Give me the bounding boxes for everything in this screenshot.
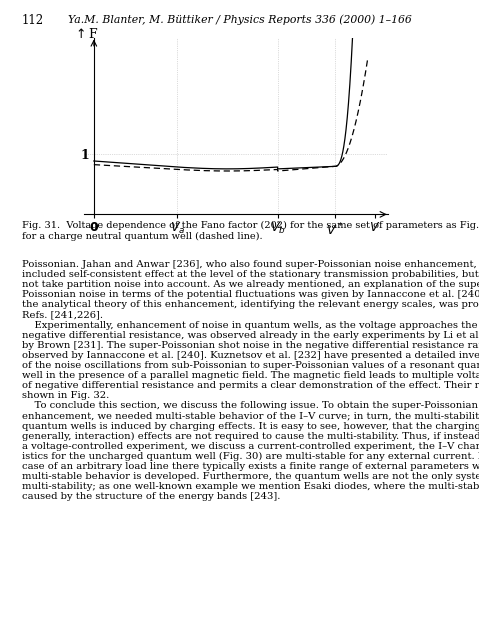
Text: of negative differential resistance and permits a clear demonstration of the eff: of negative differential resistance and … bbox=[22, 381, 479, 390]
Text: multi-stability; as one well-known example we mention Esaki diodes, where the mu: multi-stability; as one well-known examp… bbox=[22, 483, 479, 492]
Text: observed by Iannaccone et al. [240]. Kuznetsov et al. [232] have presented a det: observed by Iannaccone et al. [240]. Kuz… bbox=[22, 351, 479, 360]
Text: istics for the uncharged quantum well (Fig. 30) are multi-stable for any externa: istics for the uncharged quantum well (F… bbox=[22, 452, 479, 461]
Text: not take partition noise into account. As we already mentioned, an explanation o: not take partition noise into account. A… bbox=[22, 280, 479, 289]
Text: well in the presence of a parallel magnetic field. The magnetic field leads to m: well in the presence of a parallel magne… bbox=[22, 371, 479, 380]
Text: included self-consistent effect at the level of the stationary transmission prob: included self-consistent effect at the l… bbox=[22, 270, 479, 279]
Text: Poissonian. Jahan and Anwar [236], who also found super-Poissonian noise enhance: Poissonian. Jahan and Anwar [236], who a… bbox=[22, 260, 476, 269]
Text: a voltage-controlled experiment, we discuss a current-controlled experiment, the: a voltage-controlled experiment, we disc… bbox=[22, 442, 479, 451]
Text: multi-stable behavior is developed. Furthermore, the quantum wells are not the o: multi-stable behavior is developed. Furt… bbox=[22, 472, 479, 481]
Text: enhancement, we needed multi-stable behavior of the I–V curve; in turn, the mult: enhancement, we needed multi-stable beha… bbox=[22, 412, 479, 420]
Text: $\uparrow$F: $\uparrow$F bbox=[73, 28, 98, 42]
Text: Experimentally, enhancement of noise in quantum wells, as the voltage approaches: Experimentally, enhancement of noise in … bbox=[22, 321, 479, 330]
Text: Refs. [241,226].: Refs. [241,226]. bbox=[22, 310, 103, 319]
Text: negative differential resistance, was observed already in the early experiments : negative differential resistance, was ob… bbox=[22, 331, 479, 340]
Text: shown in Fig. 32.: shown in Fig. 32. bbox=[22, 391, 109, 400]
Text: the analytical theory of this enhancement, identifying the relevant energy scale: the analytical theory of this enhancemen… bbox=[22, 300, 479, 309]
Text: 112: 112 bbox=[22, 14, 44, 27]
Text: case of an arbitrary load line there typically exists a finite range of external: case of an arbitrary load line there typ… bbox=[22, 462, 479, 471]
Text: for a charge neutral quantum well (dashed line).: for a charge neutral quantum well (dashe… bbox=[22, 232, 262, 241]
Text: Ya.M. Blanter, M. Büttiker / Physics Reports 336 (2000) 1–166: Ya.M. Blanter, M. Büttiker / Physics Rep… bbox=[68, 14, 411, 25]
Text: quantum wells is induced by charging effects. It is easy to see, however, that t: quantum wells is induced by charging eff… bbox=[22, 422, 479, 431]
Text: caused by the structure of the energy bands [243].: caused by the structure of the energy ba… bbox=[22, 492, 280, 501]
Text: To conclude this section, we discuss the following issue. To obtain the super-Po: To conclude this section, we discuss the… bbox=[22, 401, 479, 410]
Text: Poissonian noise in terms of the potential fluctuations was given by Iannaccone : Poissonian noise in terms of the potenti… bbox=[22, 290, 479, 299]
Text: of the noise oscillations from sub-Poissonian to super-Poissonian values of a re: of the noise oscillations from sub-Poiss… bbox=[22, 361, 479, 370]
Text: generally, interaction) effects are not required to cause the multi-stability. T: generally, interaction) effects are not … bbox=[22, 432, 479, 441]
Text: Fig. 31.  Voltage dependence of the Fano factor (202) for the same set of parame: Fig. 31. Voltage dependence of the Fano … bbox=[22, 221, 479, 230]
Text: by Brown [231]. The super-Poissonian shot noise in the negative differential res: by Brown [231]. The super-Poissonian sho… bbox=[22, 340, 479, 349]
